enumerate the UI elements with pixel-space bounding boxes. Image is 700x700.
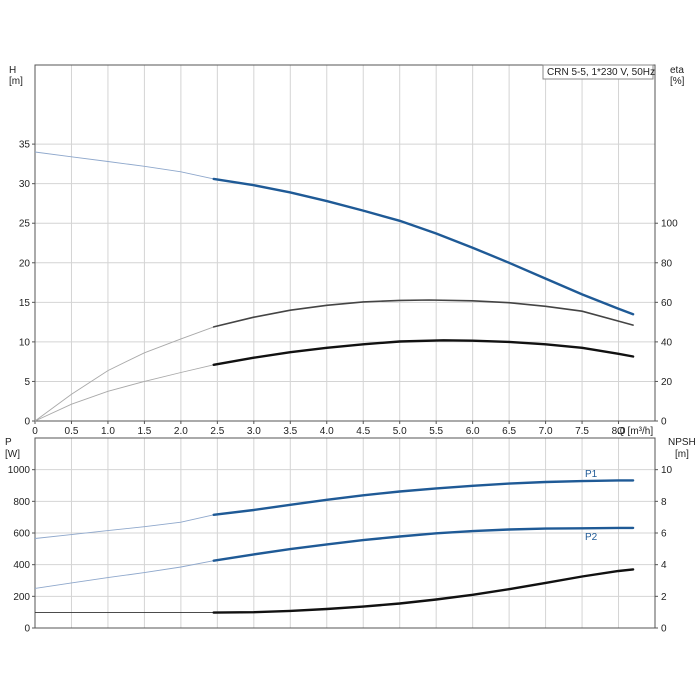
- bottom-right-tick-label: 2: [661, 592, 667, 603]
- top-right-tick-label: 20: [661, 377, 673, 388]
- top-x-tick-label: 6.0: [466, 426, 480, 437]
- bottom-left-tick-label: 0: [24, 624, 30, 635]
- top-x-tick-label: 7.5: [575, 426, 589, 437]
- left-axis-label-p: P: [5, 437, 12, 448]
- top-x-tick-label: 1.0: [101, 426, 115, 437]
- bottom-left-tick-label: 600: [13, 529, 30, 540]
- top-right-tick-label: 40: [661, 337, 673, 348]
- top-series-1-operating: [212, 299, 634, 328]
- top-left-tick-label: 5: [24, 377, 30, 388]
- top-right-tick-label: 80: [661, 258, 673, 269]
- top-x-tick-label: 4.5: [356, 426, 370, 437]
- bottom-series-0-extrapolated: [34, 514, 214, 539]
- top-x-tick-label: 3.5: [283, 426, 297, 437]
- bottom-right-tick-label: 6: [661, 529, 667, 540]
- power-npsh-panel: 0 200 400 600 800 1000 0 2 4 6 8 10: [8, 437, 673, 635]
- top-left-tick-label: 35: [19, 140, 31, 151]
- legend-p1: P1: [585, 469, 598, 480]
- right-axis-label-npsh: NPSH: [668, 437, 696, 448]
- legend-p2: P2: [585, 532, 598, 543]
- bottom-right-tick-label: 10: [661, 465, 673, 476]
- top-series-0-operating: [212, 177, 635, 316]
- left-axis-label-h: H: [9, 65, 16, 76]
- bottom-left-tick-label: 400: [13, 560, 30, 571]
- top-series-1-extrapolated: [34, 326, 214, 422]
- bottom-left-tick-label: 1000: [8, 465, 31, 476]
- top-left-tick-label: 15: [19, 298, 31, 309]
- top-x-tick-label: 0.5: [65, 426, 79, 437]
- top-series-2-extrapolated: [34, 364, 214, 422]
- top-left-tick-label: 0: [24, 417, 30, 428]
- top-right-tick-label: 0: [661, 417, 667, 428]
- top-left-tick-label: 20: [19, 258, 31, 269]
- right-axis-label-eta: eta: [670, 65, 684, 76]
- top-x-tick-label: 1.5: [137, 426, 151, 437]
- top-x-tick-label: 3.0: [247, 426, 261, 437]
- top-x-tick-label: 5.5: [429, 426, 443, 437]
- left-axis-unit-p: [W]: [5, 449, 20, 460]
- top-frame: [34, 64, 656, 422]
- left-axis-unit-h: [m]: [9, 76, 23, 87]
- right-axis-unit-npsh: [m]: [675, 449, 689, 460]
- top-x-tick-label: 6.5: [502, 426, 516, 437]
- top-right-tick-label: 60: [661, 298, 673, 309]
- x-axis-label-q: Q [m³/h]: [617, 426, 653, 437]
- bottom-right-tick-label: 8: [661, 497, 667, 508]
- top-left-tick-label: 25: [19, 219, 31, 230]
- bottom-right-tick-label: 4: [661, 560, 667, 571]
- bottom-series-2-operating: [212, 568, 635, 614]
- bottom-left-tick-label: 800: [13, 497, 30, 508]
- top-series-2-operating: [212, 339, 635, 366]
- bottom-series-1-operating: [212, 526, 635, 562]
- top-x-tick-label: 5.0: [393, 426, 407, 437]
- bottom-left-tick-label: 200: [13, 592, 30, 603]
- chart-title: CRN 5-5, 1*230 V, 50Hz: [547, 67, 655, 78]
- top-x-tick-label: 7.0: [539, 426, 553, 437]
- top-x-tick-label: 8.0: [612, 426, 626, 437]
- top-x-tick-label: 2.0: [174, 426, 188, 437]
- head-efficiency-panel: 0 5 10 15 20 25 30 35 0 20 40 60 80 100 0 0.5 1.0 1.5 2.0 2…: [19, 64, 678, 437]
- bottom-series-0-operating: [212, 479, 635, 516]
- top-right-tick-label: 100: [661, 219, 678, 230]
- bottom-series-1-extrapolated: [34, 560, 214, 589]
- top-left-tick-label: 10: [19, 337, 31, 348]
- chart-title-box: [542, 64, 654, 80]
- right-axis-unit-eta: [%]: [670, 76, 685, 87]
- top-x-tick-label: 2.5: [210, 426, 224, 437]
- bottom-right-tick-label: 0: [661, 624, 667, 635]
- top-x-tick-label: 4.0: [320, 426, 334, 437]
- top-series-0-extrapolated: [34, 151, 214, 180]
- top-x-tick-label: 0: [32, 426, 38, 437]
- top-left-tick-label: 30: [19, 179, 31, 190]
